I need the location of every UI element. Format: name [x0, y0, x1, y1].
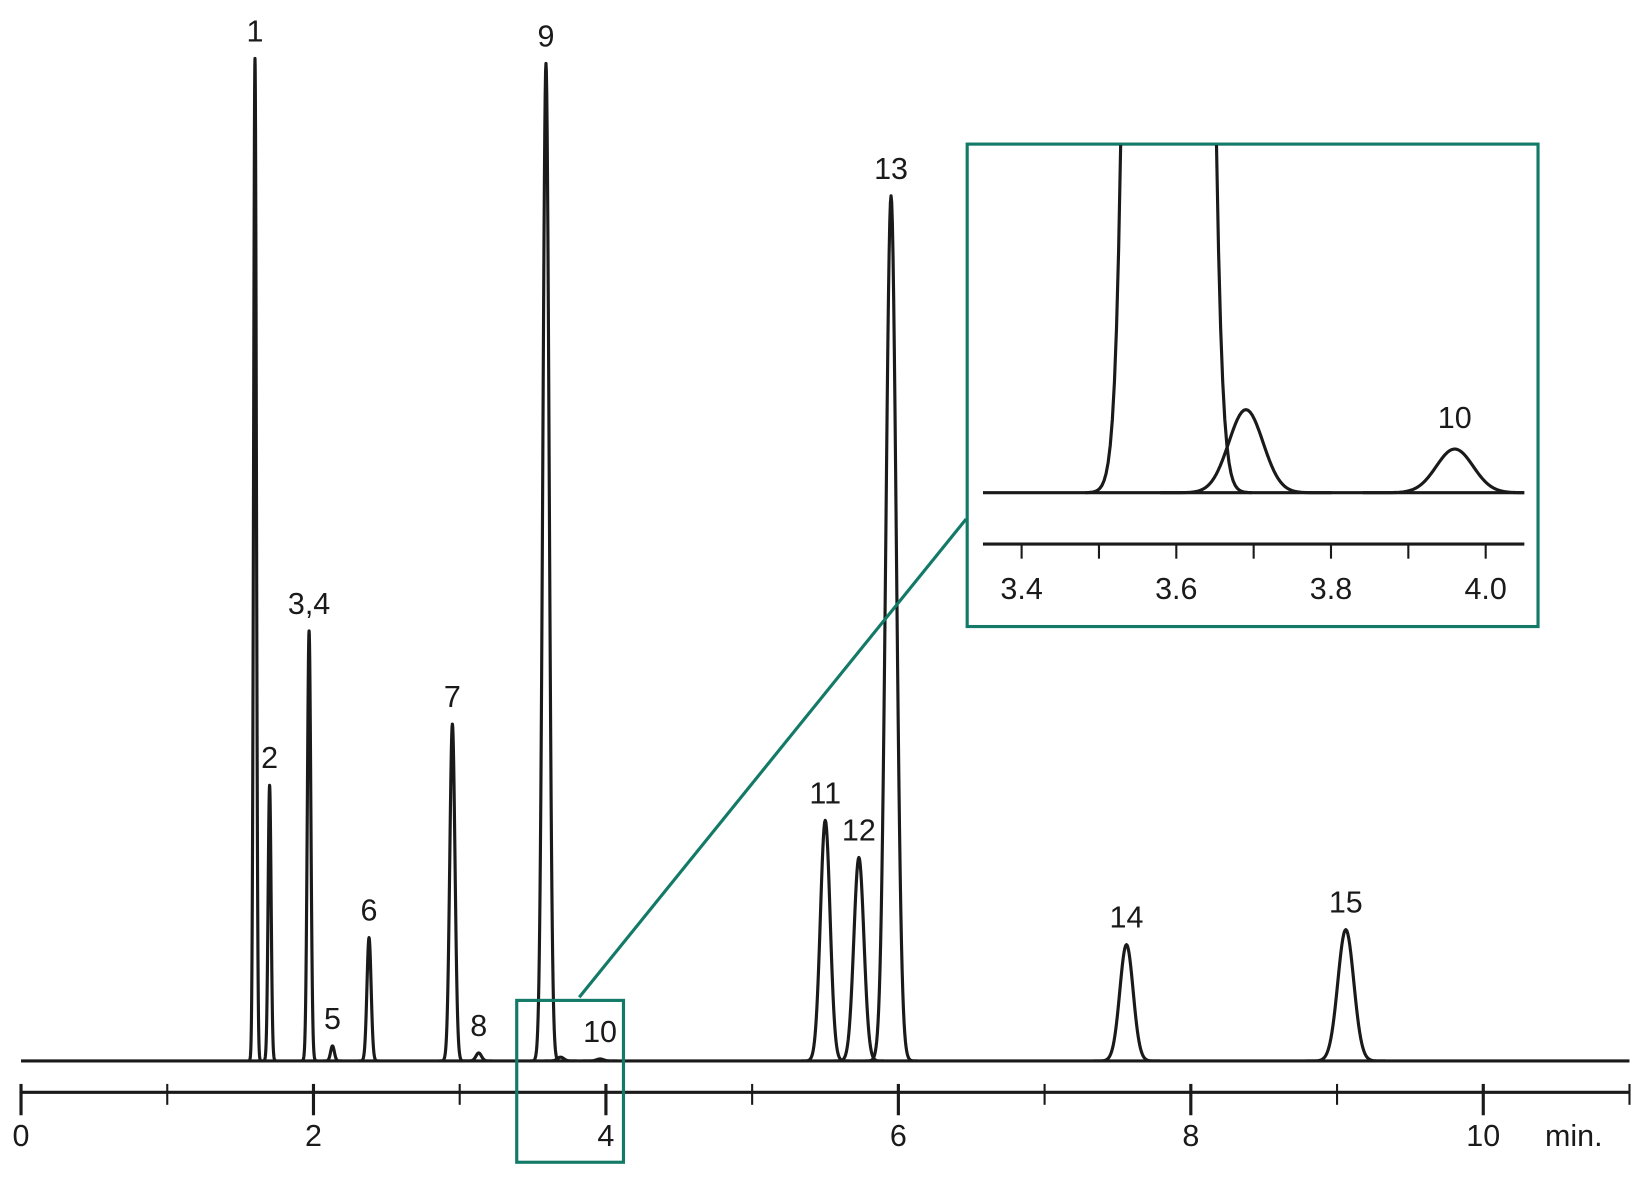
peak-label: 9 [537, 20, 554, 54]
peak [299, 629, 320, 1063]
peak [832, 855, 885, 1063]
peak-label: 14 [1110, 901, 1144, 935]
x-tick-label: 8 [1182, 1119, 1199, 1153]
peak-label: 15 [1329, 886, 1363, 920]
peak-label: 1 [247, 15, 264, 49]
peak [543, 1055, 578, 1063]
peak [581, 1057, 619, 1063]
x-tick-label: 6 [890, 1119, 907, 1153]
peak [1305, 928, 1387, 1063]
inset-x-tick-label: 4.0 [1464, 572, 1506, 606]
inset-x-tick-label: 3.8 [1310, 572, 1352, 606]
x-tick-label: 4 [597, 1119, 614, 1153]
peak [800, 818, 851, 1063]
peak [463, 1051, 494, 1063]
inset-x-tick-label: 3.6 [1155, 572, 1197, 606]
inset-peak-label: 10 [1438, 401, 1472, 435]
peak-label: 11 [809, 776, 841, 810]
peak-label: 10 [583, 1015, 617, 1049]
peak [438, 722, 467, 1063]
inset-x-tick-label: 3.4 [1000, 572, 1042, 606]
x-tick-label: 10 [1466, 1119, 1500, 1153]
peak [1092, 943, 1161, 1063]
x-tick-label: 2 [305, 1119, 322, 1153]
peak-label: 6 [361, 894, 378, 928]
x-axis-label: min. [1545, 1119, 1603, 1153]
peak [321, 1044, 344, 1063]
inset-peak [1085, 145, 1252, 495]
peak [864, 194, 919, 1063]
inset-peak [1362, 447, 1525, 495]
peak-label: 7 [444, 680, 461, 714]
peak-label: 5 [324, 1002, 341, 1036]
peak [246, 56, 264, 1063]
peak-label: 3,4 [288, 587, 330, 621]
peak-label: 8 [470, 1009, 487, 1043]
inset-peak [1160, 408, 1332, 495]
peak [529, 61, 563, 1063]
peak-label: 13 [874, 152, 908, 186]
zoom-connector [578, 518, 968, 999]
peak [260, 783, 279, 1063]
x-tick-label: 0 [13, 1119, 30, 1153]
inset-plot [982, 145, 1525, 495]
peak-label: 2 [261, 741, 278, 775]
peak [357, 936, 381, 1063]
peak-label: 12 [842, 813, 876, 847]
zoom-box [515, 998, 626, 1164]
